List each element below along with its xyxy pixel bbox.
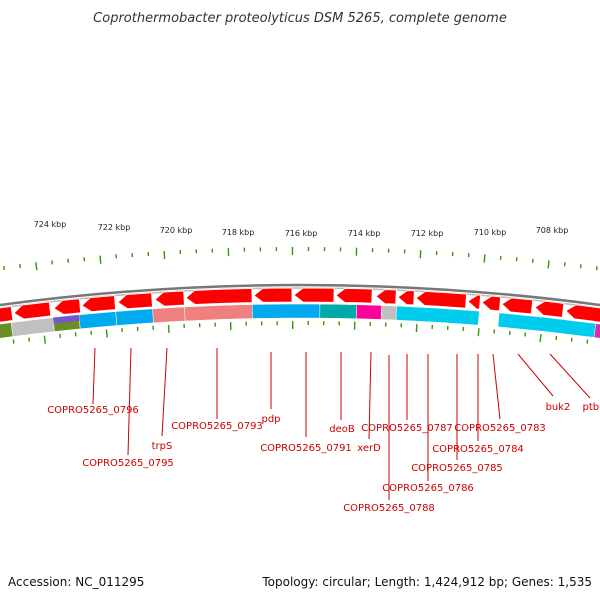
kbp-label: 708 kbp xyxy=(536,226,569,235)
gene-label: COPRO5265_0783 xyxy=(454,423,546,434)
genome-title: Coprothermobacter proteolyticus DSM 5265… xyxy=(93,11,507,26)
gene-label: deoB xyxy=(329,424,355,435)
category-segment xyxy=(395,305,480,326)
gene-label: COPRO5265_0791 xyxy=(260,443,352,454)
topology-label: Topology: circular; Length: 1,424,912 bp… xyxy=(261,575,592,589)
gene-label: pdp xyxy=(261,414,280,425)
gene-leader-line xyxy=(492,353,501,420)
cds-arrow xyxy=(415,291,467,309)
cog-category-track xyxy=(0,303,600,339)
gene-label: COPRO5265_0796 xyxy=(47,405,139,416)
cds-arrow xyxy=(467,294,481,310)
category-segment xyxy=(78,311,118,330)
scale-tick xyxy=(35,262,38,271)
cds-arrow xyxy=(565,304,600,323)
inner-scale-ticks xyxy=(12,321,589,344)
gene-label: ptb1 xyxy=(583,402,600,413)
kbp-label: 720 kbp xyxy=(160,226,193,235)
category-segment xyxy=(115,308,154,326)
cds-arrow xyxy=(0,306,14,323)
accession-label: Accession: NC_011295 xyxy=(8,575,144,589)
gene-label: COPRO5265_0786 xyxy=(382,483,474,494)
cds-arrow xyxy=(375,289,397,305)
gene-leader-line xyxy=(517,353,554,397)
gene-leader-line xyxy=(368,351,372,440)
scale-tick xyxy=(105,329,108,338)
scale-tick xyxy=(477,328,480,337)
gene-leader-line xyxy=(92,347,96,405)
category-segment xyxy=(152,306,186,324)
category-segment xyxy=(380,305,397,321)
backbone-arc xyxy=(0,283,600,307)
cds-arrow xyxy=(117,292,153,310)
scale-tick xyxy=(547,260,550,269)
category-segment xyxy=(10,317,55,337)
gene-label: COPRO5265_0795 xyxy=(82,458,174,469)
kbp-label: 724 kbp xyxy=(34,220,67,229)
cds-arrow xyxy=(185,288,253,305)
scale-tick xyxy=(539,333,542,343)
outer-scale-ticks xyxy=(3,247,598,271)
gene-leader-line xyxy=(549,353,591,399)
gene-label: COPRO5265_0793 xyxy=(171,421,263,432)
gene-labels: COPRO5265_0796 COPRO5265_0795 trpS COPRO526… xyxy=(47,347,600,514)
gene-label: COPRO5265_0788 xyxy=(343,503,435,514)
kbp-label: 722 kbp xyxy=(98,223,131,232)
cds-arrow xyxy=(154,290,185,307)
gene-label: trpS xyxy=(152,441,173,452)
scale-tick xyxy=(595,266,598,271)
category-segment xyxy=(184,304,253,322)
gene-label: COPRO5265_0787 xyxy=(361,423,453,434)
gene-label: COPRO5265_0785 xyxy=(411,463,503,474)
kbp-label: 712 kbp xyxy=(411,229,444,238)
category-segment xyxy=(593,323,600,339)
category-segment xyxy=(251,303,321,319)
gene-label: buk2 xyxy=(546,402,571,413)
category-segment xyxy=(0,322,14,339)
cds-arrow xyxy=(335,288,373,304)
scale-tick xyxy=(3,266,6,271)
cds-arrow xyxy=(81,295,117,313)
cds-arrow xyxy=(13,301,52,320)
gene-label: xerD xyxy=(357,443,381,454)
category-segment xyxy=(356,304,382,320)
forward-strand-cds-track xyxy=(0,287,600,323)
category-segment xyxy=(319,303,358,319)
kbp-scale-labels: 724 kbp 722 kbp 720 kbp 718 kbp 716 kbp 714 k… xyxy=(34,220,569,238)
cds-arrow xyxy=(253,287,293,303)
cds-arrow xyxy=(534,300,565,318)
scale-tick xyxy=(12,339,15,344)
kbp-label: 710 kbp xyxy=(474,228,507,237)
scale-tick xyxy=(43,335,46,344)
gene-label: COPRO5265_0784 xyxy=(432,444,524,455)
scale-tick xyxy=(483,254,486,263)
gene-leader-line xyxy=(161,347,168,437)
cds-arrow xyxy=(501,297,534,315)
cds-arrow xyxy=(481,295,502,312)
kbp-label: 716 kbp xyxy=(285,229,318,238)
scale-tick xyxy=(586,339,589,344)
scale-tick xyxy=(99,255,102,264)
cds-arrow xyxy=(293,287,335,303)
kbp-label: 718 kbp xyxy=(222,228,255,237)
cds-arrow xyxy=(397,290,415,306)
gene-leader-line xyxy=(127,347,132,456)
kbp-label: 714 kbp xyxy=(348,229,381,238)
cds-arrow xyxy=(53,298,82,315)
category-segment xyxy=(52,314,80,324)
